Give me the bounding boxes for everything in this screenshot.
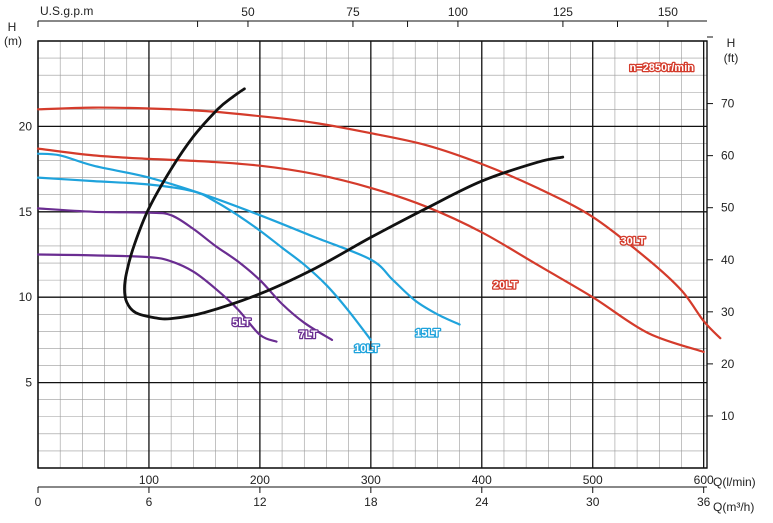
usgpm-axis: U.S.g.p.m [38,4,707,22]
series-layer [36,87,722,353]
flow-m3h-tick-label: 24 [475,495,489,509]
series-line-5lt [36,253,278,343]
usgpm-tick-label: 150 [658,5,678,19]
flow-m3h-tick-label: 0 [35,495,42,509]
series-line-10lt [36,176,372,341]
flow-m3h-axis-title: Q(m³/h) [713,500,754,514]
head-ft-axis-unit: (ft) [724,51,739,65]
series-label-20lt: 20LT [493,280,518,292]
speed-label: n=2850r/min [629,62,694,74]
usgpm-tick-label: 50 [241,5,255,19]
series-line-20lt [36,147,705,353]
head-m-tick-label: 10 [19,290,33,304]
head-ft-tick-label: 30 [721,305,735,319]
flow-m3h-tick-label: 36 [697,495,711,509]
head-ft-tick-label: 10 [721,409,735,423]
series-label-7lt: 7LT [299,329,318,341]
flow-lmin-tick-label: 300 [361,473,381,487]
series-line-15lt [36,152,461,326]
head-ft-tick-label: 20 [721,357,735,371]
minor-grid [38,41,707,468]
flow-lmin-tick-label: 200 [250,473,270,487]
head-m-tick-label: 20 [19,119,33,133]
head-m-axis-title: H [8,20,17,34]
flow-m3h-tick-label: 12 [253,495,267,509]
series-line-30lt [36,106,722,340]
series-line-7lt [36,207,334,341]
flow-lmin-tick-label: 100 [139,473,159,487]
head-m-axis-unit: (m) [4,34,22,48]
head-ft-tick-label: 70 [721,97,735,111]
head-ft-axis-title: H [727,36,736,50]
head-m-tick-label: 15 [19,205,33,219]
usgpm-tick-label: 75 [346,5,360,19]
curve-labels: 5LT 7LT 10LT 15LT 20LT 30LT [231,234,647,356]
usgpm-tick-label: 125 [553,5,573,19]
series-label-30lt: 30LT [620,235,645,247]
flow-m3h-tick-label: 6 [146,495,153,509]
usgpm-axis-title: U.S.g.p.m [40,4,93,18]
operating-envelope-curve [123,87,565,321]
flow-lmin-tick-label: 600 [694,473,714,487]
series-label-10lt: 10LT [354,343,379,355]
tick-labels: 5 10 15 20 10 20 30 40 50 60 70 100 200 300 400 500 600 0… [19,5,735,509]
head-ft-tick-label: 50 [721,201,735,215]
series-label-15lt: 15LT [415,327,440,339]
head-ft-tick-label: 60 [721,149,735,163]
usgpm-tick-label: 100 [448,5,468,19]
flow-lmin-axis-title: Q(l/min) [713,475,756,489]
flow-lmin-tick-label: 500 [583,473,603,487]
head-ft-tick-label: 40 [721,253,735,267]
flow-lmin-tick-label: 400 [472,473,492,487]
head-m-tick-label: 5 [25,376,32,390]
flow-m3h-tick-label: 18 [364,495,378,509]
flow-m3h-tick-label: 30 [586,495,600,509]
series-label-5lt: 5LT [232,317,251,329]
